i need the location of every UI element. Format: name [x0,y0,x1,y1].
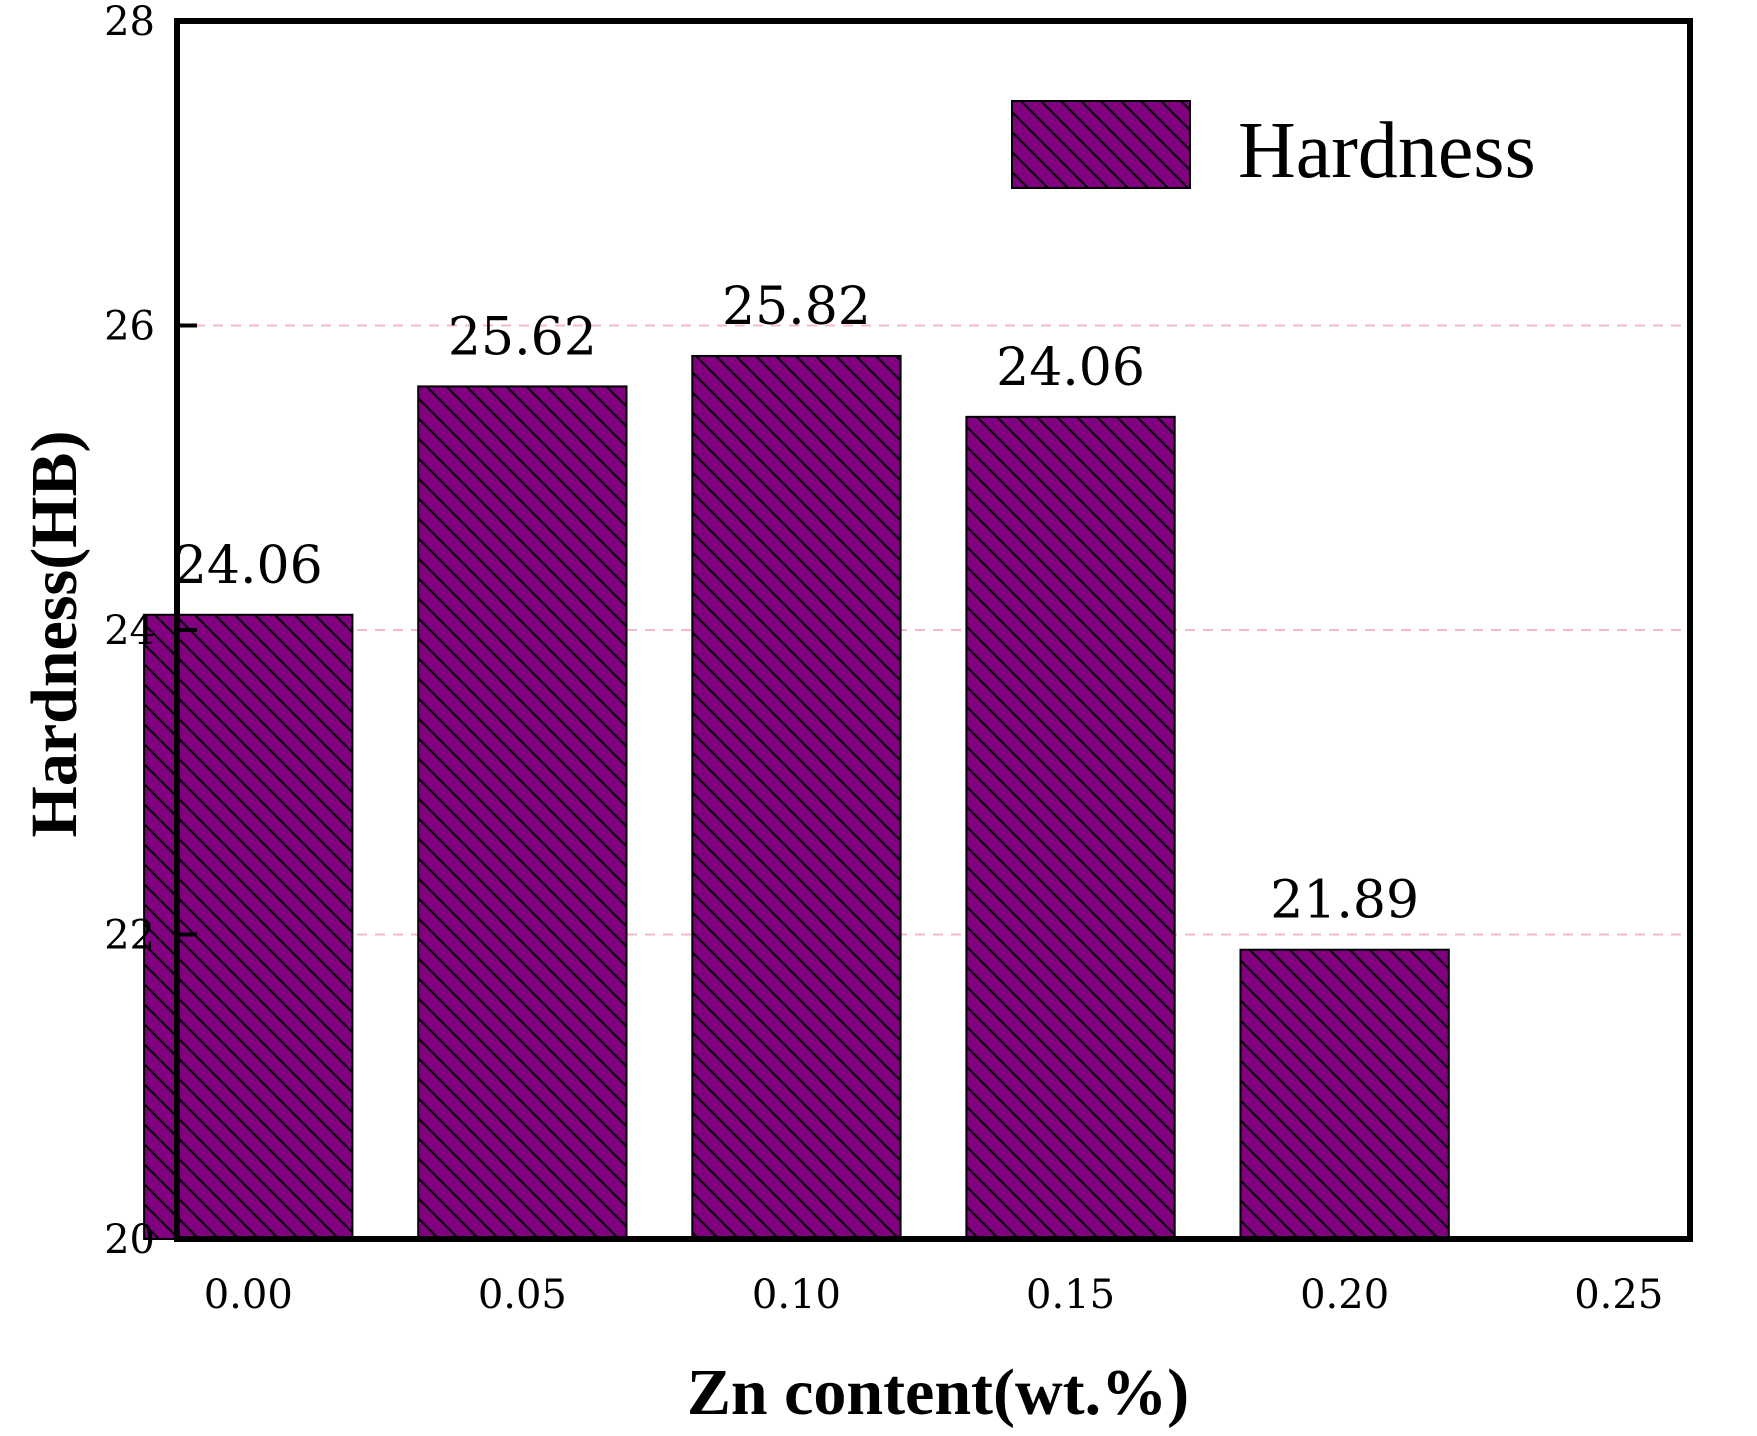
x-axis-title: Zn content(wt.%) [687,1356,1189,1429]
legend: Hardness [1011,100,1536,195]
bar [691,354,902,1240]
value-label: 21.89 [1270,871,1419,931]
bar [1239,948,1450,1240]
x-tick-label: 0.15 [1026,1272,1115,1318]
value-label: 25.62 [448,307,597,367]
x-tick-label: 0.20 [1300,1272,1389,1318]
y-tick-label: 20 [104,1217,155,1263]
x-tick-label: 0.05 [478,1272,567,1318]
legend-swatch [1011,100,1191,189]
x-tick-label: 0.25 [1574,1272,1663,1318]
x-tick-label: 0.10 [752,1272,841,1318]
x-axis-ticks: 0.00 0.05 0.10 0.15 0.20 0.25 [204,1272,1664,1318]
grid-lines [177,324,1690,936]
y-tick-label: 28 [104,0,155,45]
y-tick-label: 26 [104,304,155,350]
x-tick-label: 0.00 [204,1272,293,1318]
y-tick-label: 24 [104,608,155,654]
value-label: 24.06 [996,338,1145,398]
y-axis-ticks: 20 22 24 26 28 [104,0,197,1263]
legend-label: Hardness [1238,107,1536,195]
y-axis-title: Hardness(HB) [18,430,91,837]
value-label: 24.06 [174,536,323,596]
bar [965,415,1176,1241]
y-tick-label: 22 [104,913,155,959]
bars [143,354,1450,1241]
value-label: 25.82 [722,277,871,337]
bar [417,385,628,1240]
value-labels: 24.06 25.62 25.82 24.06 21.89 [174,277,1419,931]
